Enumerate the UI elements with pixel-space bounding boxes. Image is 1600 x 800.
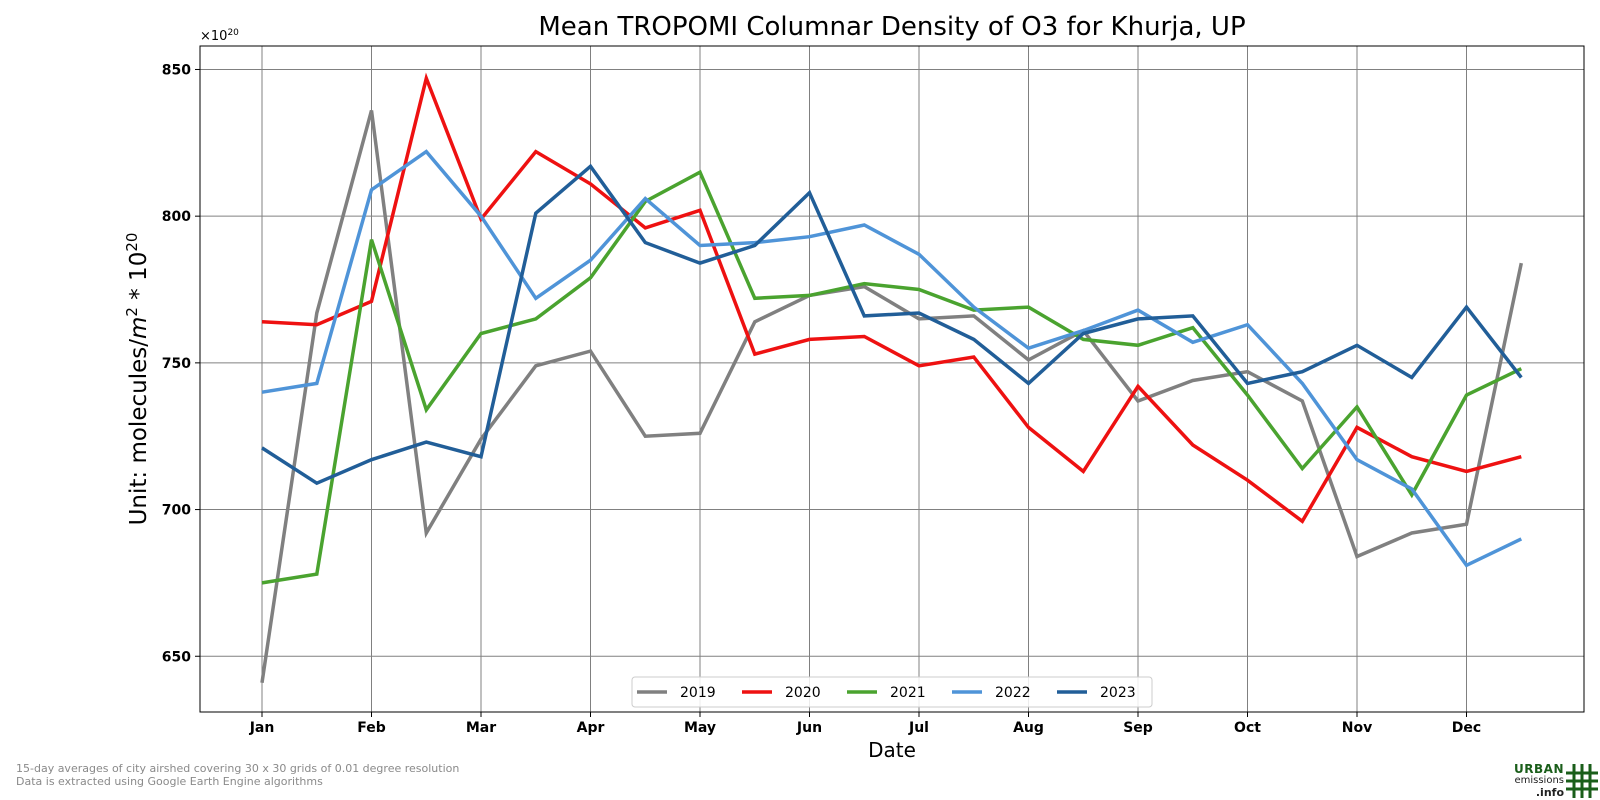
series-lines — [260, 72, 1524, 683]
gridlines — [200, 46, 1584, 712]
x-tick-label: Sep — [1123, 720, 1153, 736]
x-tick-label: May — [684, 720, 716, 736]
legend-label-2022: 2022 — [995, 685, 1031, 701]
series-line-2023 — [261, 163, 1523, 486]
x-tick-label: Apr — [577, 720, 605, 736]
y-axis-label: Unit: molecules/m2 * 1020 — [123, 233, 152, 526]
y-tick-label: 800 — [162, 209, 191, 225]
y-axis: 650 700 750 800 850 — [162, 62, 200, 665]
series-line-2021 — [261, 169, 1523, 585]
x-axis: Jan Feb Mar Apr May Jun Jul Aug Sep Oct Nov Dec — [249, 712, 1481, 736]
x-tick-label: Oct — [1234, 720, 1261, 736]
x-axis-label: Date — [868, 738, 916, 762]
legend: 2019 2020 2021 2022 2023 — [631, 676, 1153, 708]
logo-grid-icon — [1566, 764, 1598, 798]
chart-title: Mean TROPOMI Columnar Density of O3 for … — [538, 12, 1245, 42]
series-line-2022 — [261, 149, 1523, 568]
series-line-2020 — [261, 72, 1522, 524]
footnote-source: Data is extracted using Google Earth Eng… — [16, 775, 323, 788]
y-tick-label: 650 — [162, 649, 191, 665]
x-tick-label: Aug — [1013, 720, 1044, 736]
x-tick-label: Mar — [466, 720, 496, 736]
footnote-averaging: 15-day averages of city airshed covering… — [16, 762, 460, 775]
y-offset-label: ×1020 — [200, 28, 239, 44]
y-tick-label: 850 — [162, 62, 191, 78]
logo-word-info: .info — [1535, 786, 1564, 799]
legend-label-2021: 2021 — [890, 685, 926, 701]
logo-word-urban: URBAN — [1514, 762, 1564, 776]
plot-area-frame — [199, 45, 1585, 713]
x-tick-label: Dec — [1452, 720, 1481, 736]
x-tick-label: Feb — [357, 720, 386, 736]
legend-label-2020: 2020 — [785, 685, 821, 701]
y-tick-label: 750 — [162, 356, 191, 372]
x-tick-label: Jun — [796, 720, 822, 736]
x-tick-label: Jul — [908, 720, 929, 736]
y-tick-label: 700 — [162, 503, 191, 519]
x-tick-label: Jan — [249, 720, 275, 736]
legend-label-2019: 2019 — [680, 685, 716, 701]
legend-frame — [631, 676, 1153, 708]
legend-label-2023: 2023 — [1100, 685, 1136, 701]
logo-word-emissions: emissions — [1514, 775, 1564, 786]
x-tick-label: Nov — [1342, 720, 1372, 736]
series-line-2019 — [260, 110, 1524, 683]
urban-emissions-logo: URBAN emissions .info — [1492, 762, 1600, 800]
